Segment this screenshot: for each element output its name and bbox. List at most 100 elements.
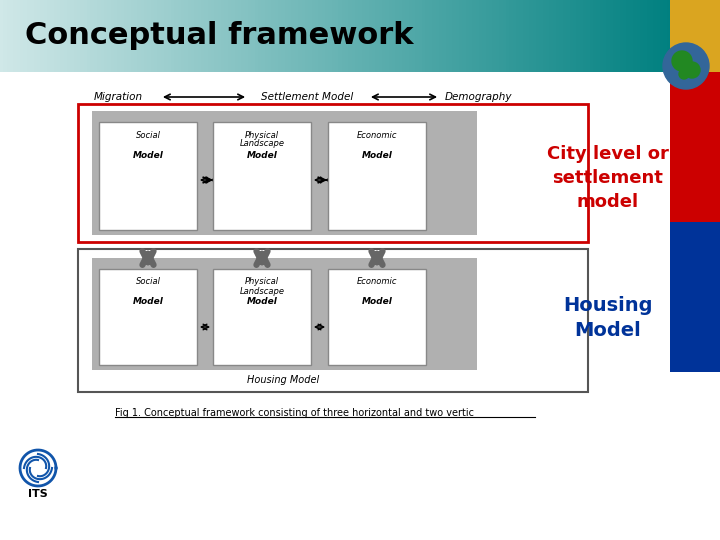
- Bar: [84, 0, 88, 72]
- Bar: [127, 0, 132, 72]
- Bar: [385, 0, 390, 72]
- Bar: [43, 0, 48, 72]
- Bar: [238, 0, 242, 72]
- Bar: [419, 0, 423, 72]
- Text: Economic: Economic: [356, 278, 397, 287]
- Bar: [590, 0, 594, 72]
- Bar: [647, 0, 651, 72]
- Bar: [643, 0, 647, 72]
- Bar: [553, 0, 557, 72]
- Bar: [34, 0, 38, 72]
- Bar: [660, 0, 665, 72]
- Bar: [40, 0, 45, 72]
- Text: Social: Social: [135, 131, 161, 139]
- Bar: [496, 0, 500, 72]
- Bar: [526, 0, 531, 72]
- Bar: [559, 0, 564, 72]
- Bar: [78, 249, 588, 392]
- Bar: [312, 0, 316, 72]
- Bar: [556, 0, 560, 72]
- Text: Demography: Demography: [444, 92, 512, 102]
- Bar: [104, 0, 108, 72]
- Bar: [213, 269, 311, 365]
- Bar: [188, 0, 192, 72]
- Bar: [315, 0, 319, 72]
- Bar: [0, 0, 4, 72]
- Bar: [576, 0, 580, 72]
- Bar: [201, 0, 205, 72]
- Bar: [130, 0, 135, 72]
- Bar: [164, 0, 168, 72]
- Bar: [14, 0, 18, 72]
- Bar: [294, 0, 299, 72]
- Bar: [482, 0, 487, 72]
- Bar: [27, 0, 31, 72]
- Bar: [613, 0, 618, 72]
- Bar: [603, 0, 608, 72]
- Bar: [342, 0, 346, 72]
- Bar: [405, 0, 410, 72]
- Bar: [509, 0, 513, 72]
- Bar: [275, 0, 279, 72]
- Bar: [94, 0, 98, 72]
- Text: Model: Model: [361, 151, 392, 159]
- Bar: [251, 0, 256, 72]
- Bar: [503, 0, 507, 72]
- Bar: [328, 0, 333, 72]
- Bar: [355, 0, 359, 72]
- Bar: [409, 0, 413, 72]
- Bar: [235, 0, 239, 72]
- Text: Model: Model: [246, 151, 277, 159]
- Bar: [429, 0, 433, 72]
- Bar: [255, 0, 259, 72]
- Bar: [248, 0, 252, 72]
- Bar: [225, 0, 229, 72]
- Bar: [332, 0, 336, 72]
- Bar: [265, 0, 269, 72]
- Bar: [456, 0, 460, 72]
- Bar: [99, 269, 197, 365]
- Bar: [328, 122, 426, 230]
- Bar: [111, 0, 115, 72]
- Bar: [670, 0, 720, 72]
- Bar: [426, 0, 430, 72]
- Bar: [57, 0, 61, 72]
- Bar: [198, 0, 202, 72]
- Bar: [231, 0, 235, 72]
- Text: Model: Model: [132, 298, 163, 307]
- Text: City level or
settlement
model: City level or settlement model: [547, 145, 669, 211]
- Bar: [359, 0, 363, 72]
- Bar: [523, 0, 527, 72]
- Bar: [620, 0, 624, 72]
- Bar: [148, 0, 152, 72]
- Bar: [245, 0, 249, 72]
- Text: Economic: Economic: [356, 131, 397, 139]
- Bar: [161, 0, 165, 72]
- Bar: [596, 0, 600, 72]
- Bar: [399, 0, 403, 72]
- Bar: [78, 104, 588, 242]
- Bar: [462, 0, 467, 72]
- Bar: [278, 0, 282, 72]
- Bar: [610, 0, 614, 72]
- Bar: [158, 0, 162, 72]
- Circle shape: [679, 69, 689, 79]
- Text: Landscape: Landscape: [240, 139, 284, 148]
- Bar: [228, 0, 232, 72]
- Bar: [47, 0, 51, 72]
- Bar: [261, 0, 266, 72]
- Bar: [338, 0, 343, 72]
- Bar: [288, 0, 292, 72]
- Bar: [305, 0, 309, 72]
- Bar: [10, 0, 14, 72]
- Bar: [566, 0, 570, 72]
- Bar: [492, 0, 497, 72]
- Bar: [606, 0, 611, 72]
- Bar: [211, 0, 215, 72]
- Bar: [302, 0, 306, 72]
- Bar: [442, 0, 446, 72]
- Bar: [379, 0, 383, 72]
- Bar: [489, 0, 493, 72]
- Bar: [546, 0, 550, 72]
- Bar: [395, 0, 400, 72]
